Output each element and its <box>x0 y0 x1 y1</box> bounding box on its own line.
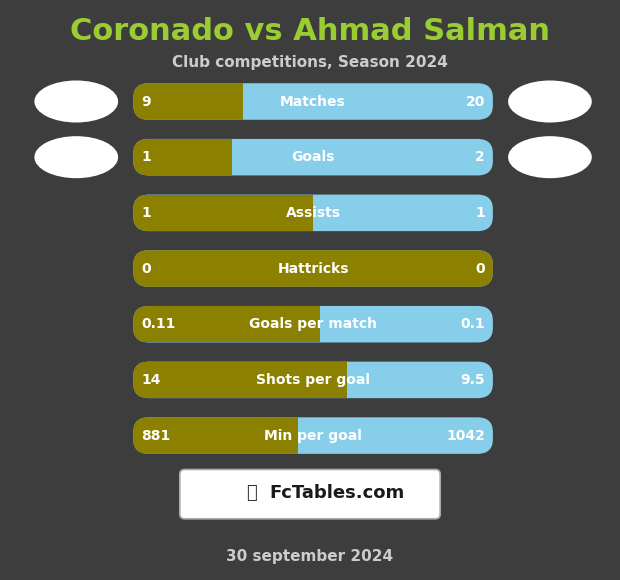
FancyBboxPatch shape <box>133 362 493 398</box>
Text: 9: 9 <box>141 95 151 108</box>
Text: 1: 1 <box>141 150 151 164</box>
Text: FcTables.com: FcTables.com <box>270 484 405 502</box>
Text: Hattricks: Hattricks <box>277 262 349 275</box>
Text: Matches: Matches <box>280 95 346 108</box>
FancyBboxPatch shape <box>133 251 493 287</box>
FancyBboxPatch shape <box>133 83 493 120</box>
Bar <box>133 83 243 120</box>
Text: Assists: Assists <box>286 206 340 220</box>
FancyBboxPatch shape <box>133 306 493 342</box>
Text: 0: 0 <box>475 262 485 275</box>
Text: Min per goal: Min per goal <box>264 429 362 443</box>
Bar <box>133 418 298 454</box>
Bar <box>133 362 347 398</box>
FancyBboxPatch shape <box>133 306 493 342</box>
Text: 9.5: 9.5 <box>460 373 485 387</box>
Text: Goals: Goals <box>291 150 335 164</box>
FancyBboxPatch shape <box>133 251 493 287</box>
Text: 881: 881 <box>141 429 171 443</box>
Text: 30 september 2024: 30 september 2024 <box>226 549 394 564</box>
FancyBboxPatch shape <box>133 195 493 231</box>
Text: 1: 1 <box>141 206 151 220</box>
FancyBboxPatch shape <box>133 418 493 454</box>
Text: Shots per goal: Shots per goal <box>256 373 370 387</box>
Text: 0.11: 0.11 <box>141 317 175 331</box>
FancyBboxPatch shape <box>133 139 493 175</box>
Text: 14: 14 <box>141 373 161 387</box>
FancyBboxPatch shape <box>133 418 493 454</box>
Bar <box>133 139 232 175</box>
Text: Club competitions, Season 2024: Club competitions, Season 2024 <box>172 55 448 70</box>
FancyBboxPatch shape <box>180 470 440 519</box>
Text: 1042: 1042 <box>446 429 485 443</box>
Text: 20: 20 <box>466 95 485 108</box>
Text: Goals per match: Goals per match <box>249 317 377 331</box>
FancyBboxPatch shape <box>133 139 493 175</box>
FancyBboxPatch shape <box>133 362 493 398</box>
FancyBboxPatch shape <box>133 195 493 231</box>
Ellipse shape <box>508 81 592 122</box>
Text: 0: 0 <box>141 262 151 275</box>
Ellipse shape <box>508 136 592 178</box>
Bar <box>133 195 313 231</box>
Ellipse shape <box>35 81 118 122</box>
FancyBboxPatch shape <box>133 83 493 120</box>
Text: 1: 1 <box>475 206 485 220</box>
Bar <box>133 306 321 342</box>
Text: ⧁: ⧁ <box>246 484 257 502</box>
Ellipse shape <box>35 136 118 178</box>
Text: 0.1: 0.1 <box>460 317 485 331</box>
Text: Coronado vs Ahmad Salman: Coronado vs Ahmad Salman <box>70 17 550 46</box>
Text: 2: 2 <box>475 150 485 164</box>
